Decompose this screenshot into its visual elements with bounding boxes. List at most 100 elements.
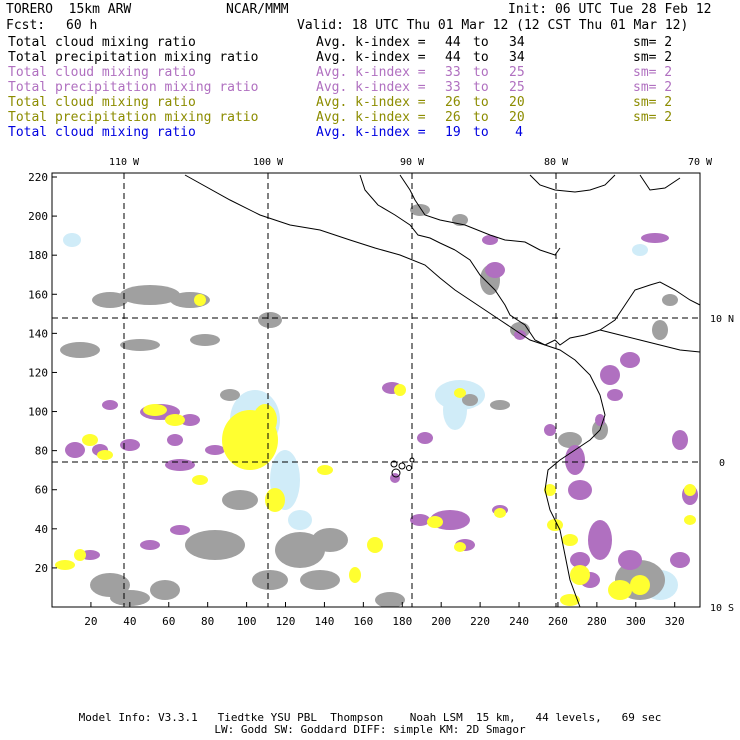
y-tick-label: 60 [35, 484, 48, 497]
forecast-hours: 60 h [66, 18, 98, 33]
x-tick-label: 240 [509, 615, 529, 628]
model-title: TORERO 15km ARW [6, 2, 132, 17]
legend-smoothing: sm= 2 [633, 95, 673, 110]
legend-kindex-label: Avg. k-index = [316, 95, 426, 110]
map-plot: 20 40 60 80 100 120 140 160 180 200 220 20 40 60 80 100… [28, 157, 734, 628]
cloud-magenta [410, 514, 430, 526]
x-tick-label: 20 [84, 615, 97, 628]
cloud-magenta [390, 473, 400, 483]
lon-label: 100 W [253, 157, 284, 168]
y-tick-label: 220 [28, 171, 48, 184]
legend-row: Total cloud mixing ratio Avg. k-index = 26… [6, 96, 736, 110]
cloud-yellow [97, 450, 113, 460]
lon-label: 80 W [544, 157, 569, 168]
y-tick-label: 40 [35, 523, 48, 536]
cloud-yellow [265, 488, 285, 512]
legend-kindex-to: 34 [509, 35, 525, 50]
cloud-gray [252, 570, 288, 590]
legend-kindex-to: 20 [509, 95, 525, 110]
legend-kindex-to: 34 [509, 50, 525, 65]
legend-kindex-from: 26 [445, 95, 461, 110]
cloud-gray [558, 432, 582, 448]
legend-kindex-to-word: to [473, 110, 489, 125]
cloud-light-blue [632, 244, 648, 256]
cloud-gray [190, 334, 220, 346]
cloud-gray [375, 592, 405, 607]
cloud-gray [462, 394, 478, 406]
y-tick-label: 160 [28, 288, 48, 301]
cloud-magenta [568, 480, 592, 500]
legend-field: Total precipitation mixing ratio [8, 110, 259, 125]
x-tick-label: 60 [162, 615, 175, 628]
cloud-magenta [544, 424, 556, 436]
x-tick-label: 180 [392, 615, 412, 628]
cloud-magenta [180, 414, 200, 426]
cloud-gray [222, 490, 258, 510]
x-tick-label: 100 [237, 615, 257, 628]
legend-kindex-label: Avg. k-index = [316, 80, 426, 95]
cloud-magenta [672, 430, 688, 450]
cloud-yellow [684, 484, 696, 496]
cloud-gray [150, 580, 180, 600]
cloud-yellow [608, 580, 632, 600]
legend-kindex-to: 25 [509, 80, 525, 95]
legend-kindex-from: 44 [445, 35, 461, 50]
coastline [639, 174, 681, 191]
coastline [359, 174, 456, 251]
cloud-gray [410, 204, 430, 216]
legend-row: Total cloud mixing ratio Avg. k-index = 19… [6, 126, 736, 140]
galapagos-island [409, 457, 415, 463]
y-tick-label: 200 [28, 210, 48, 223]
model-info-line1: Model Info: V3.3.1 Tiedtke YSU PBL Thomp… [78, 711, 662, 724]
cloud-light-blue [288, 510, 312, 530]
galapagos-island [391, 468, 401, 478]
legend-kindex-label: Avg. k-index = [316, 125, 426, 140]
cloud-gray [300, 570, 340, 590]
cloud-yellow [544, 484, 556, 496]
cloud-gray [662, 294, 678, 306]
galapagos-island [390, 460, 398, 468]
legend-kindex-from: 33 [445, 65, 461, 80]
legend-row: Total precipitation mixing ratio Avg. k-i… [6, 111, 736, 125]
y-tick-label: 180 [28, 249, 48, 262]
cloud-gray [490, 400, 510, 410]
legend-kindex-label: Avg. k-index = [316, 65, 426, 80]
legend-kindex-from: 26 [445, 110, 461, 125]
cloud-magenta [167, 434, 183, 446]
cloud-magenta [607, 389, 623, 401]
legend-smoothing: sm= 2 [633, 110, 673, 125]
cloud-magenta [620, 352, 640, 368]
valid-time: Valid: 18 UTC Thu 01 Mar 12 (12 CST Thu … [297, 18, 689, 33]
init-time: Init: 06 UTC Tue 28 Feb 12 [508, 2, 712, 17]
x-tick-label: 120 [276, 615, 296, 628]
legend-kindex-label: Avg. k-index = [316, 110, 426, 125]
cloud-gray [90, 573, 130, 597]
legend-kindex-to-word: to [473, 125, 489, 140]
cloud-yellow [317, 465, 333, 475]
cloud-magenta [417, 432, 433, 444]
legend-kindex-to: 25 [509, 65, 525, 80]
galapagos-island [406, 465, 412, 471]
cloud-magenta [102, 400, 118, 410]
cloud-yellow [454, 542, 466, 552]
legend-smoothing: sm= 2 [633, 80, 673, 95]
legend-field: Total precipitation mixing ratio [8, 80, 259, 95]
cloud-yellow [253, 404, 277, 436]
field-layer [55, 204, 698, 607]
coastline [544, 329, 601, 346]
legend-kindex-label: Avg. k-index = [316, 35, 426, 50]
cloud-light-blue [443, 390, 467, 430]
lat-label: 0 [719, 458, 725, 469]
cloud-gray [258, 312, 282, 328]
x-tick-label: 80 [201, 615, 214, 628]
cloud-gray [185, 530, 245, 560]
cloud-yellow [194, 294, 206, 306]
legend-smoothing: sm= 2 [633, 50, 673, 65]
cloud-yellow [55, 560, 75, 570]
coastline [599, 281, 701, 331]
cloud-magenta [120, 439, 140, 451]
cloud-yellow [570, 565, 590, 585]
cloud-yellow [562, 534, 578, 546]
cloud-yellow [494, 508, 506, 518]
cloud-yellow [82, 434, 98, 446]
